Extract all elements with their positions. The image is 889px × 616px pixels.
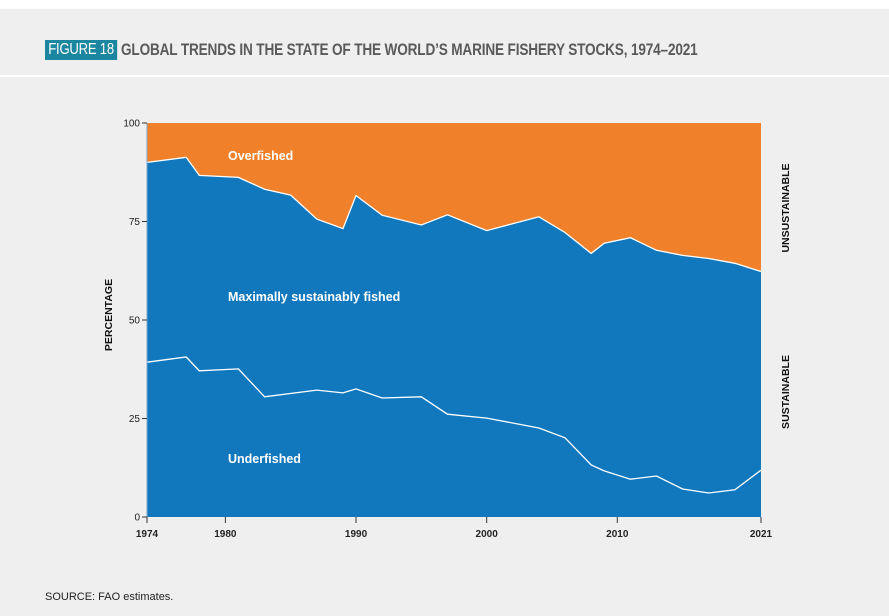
x-tick-label: 2000: [476, 529, 499, 540]
side-label-sustainable: SUSTAINABLE: [780, 355, 792, 429]
y-tick-label: 25: [129, 414, 141, 425]
side-label-unsustainable: UNSUSTAINABLE: [780, 163, 792, 252]
y-axis-title: PERCENTAGE: [103, 279, 115, 351]
x-tick-label: 2021: [750, 529, 773, 540]
boundary-lines: [146, 156, 762, 494]
source-note: SOURCE: FAO estimates.: [45, 591, 174, 603]
figure-header: [0, 9, 889, 77]
x-tick-label: 2010: [606, 529, 629, 540]
figure-title: FIGURE 18 GLOBAL TRENDS IN THE STATE OF …: [45, 40, 842, 60]
chart-areas: [147, 123, 761, 518]
x-tick-label: 1990: [345, 529, 368, 540]
axes: 0 25 50 75 100 1974 1980 1990 2000 2010 2021: [123, 119, 772, 541]
series-label-underfished: Underfished: [228, 452, 301, 466]
x-tick-label: 1974: [136, 529, 159, 540]
x-tick-label: 1980: [214, 529, 237, 540]
figure-title-text: GLOBAL TRENDS IN THE STATE OF THE WORLD’…: [121, 40, 698, 59]
y-tick-label: 0: [134, 513, 140, 524]
series-label-overfished: Overfished: [228, 149, 293, 163]
y-tick-label: 75: [129, 217, 141, 228]
top-strip: [0, 0, 889, 9]
series-label-maximally-sustainably-fished: Maximally sustainably fished: [228, 290, 400, 304]
y-tick-label: 100: [123, 119, 140, 130]
figure-number-badge: FIGURE 18: [45, 40, 118, 60]
line-underfished-boundary: [146, 356, 762, 494]
area-underfished: [147, 357, 761, 517]
y-tick-label: 50: [129, 316, 141, 327]
line-overfished-boundary: [146, 156, 762, 273]
